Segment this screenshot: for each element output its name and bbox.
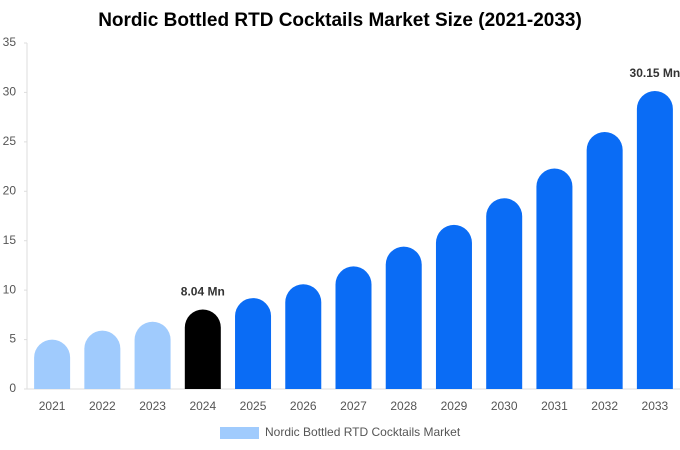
x-tick-label: 2028 — [390, 399, 417, 413]
bar — [34, 339, 71, 389]
bar — [134, 321, 171, 389]
y-tick-label: 20 — [3, 183, 17, 197]
bar — [385, 246, 422, 389]
bar — [586, 131, 623, 389]
y-tick-label: 25 — [3, 134, 17, 148]
bar — [536, 168, 573, 389]
value-label: 30.15 Mn — [630, 66, 680, 80]
x-tick-label: 2027 — [340, 399, 367, 413]
y-tick-label: 15 — [3, 233, 17, 247]
value-label: 8.04 Mn — [181, 285, 225, 299]
y-tick-label: 10 — [3, 282, 17, 296]
x-tick-label: 2021 — [39, 399, 66, 413]
legend-swatch — [220, 427, 259, 439]
bar — [285, 284, 322, 389]
chart-title: Nordic Bottled RTD Cocktails Market Size… — [98, 10, 582, 31]
bar — [636, 90, 673, 390]
x-tick-label: 2030 — [491, 399, 518, 413]
bar — [486, 198, 523, 389]
x-tick-label: 2033 — [642, 399, 669, 413]
y-tick-label: 5 — [9, 332, 16, 346]
bar — [184, 309, 221, 389]
legend-label: Nordic Bottled RTD Cocktails Market — [265, 425, 461, 439]
x-tick-label: 2029 — [441, 399, 468, 413]
y-tick-label: 30 — [3, 85, 17, 99]
y-tick-label: 0 — [9, 381, 16, 395]
bar — [84, 330, 121, 389]
x-tick-label: 2032 — [591, 399, 618, 413]
x-tick-label: 2023 — [139, 399, 166, 413]
x-tick-label: 2026 — [290, 399, 317, 413]
x-tick-label: 2031 — [541, 399, 568, 413]
y-tick-label: 35 — [3, 35, 17, 49]
x-tick-label: 2022 — [89, 399, 116, 413]
bar — [235, 298, 272, 389]
x-tick-label: 2025 — [240, 399, 267, 413]
x-tick-label: 2024 — [189, 399, 216, 413]
bar — [435, 224, 472, 389]
bar — [335, 266, 372, 389]
